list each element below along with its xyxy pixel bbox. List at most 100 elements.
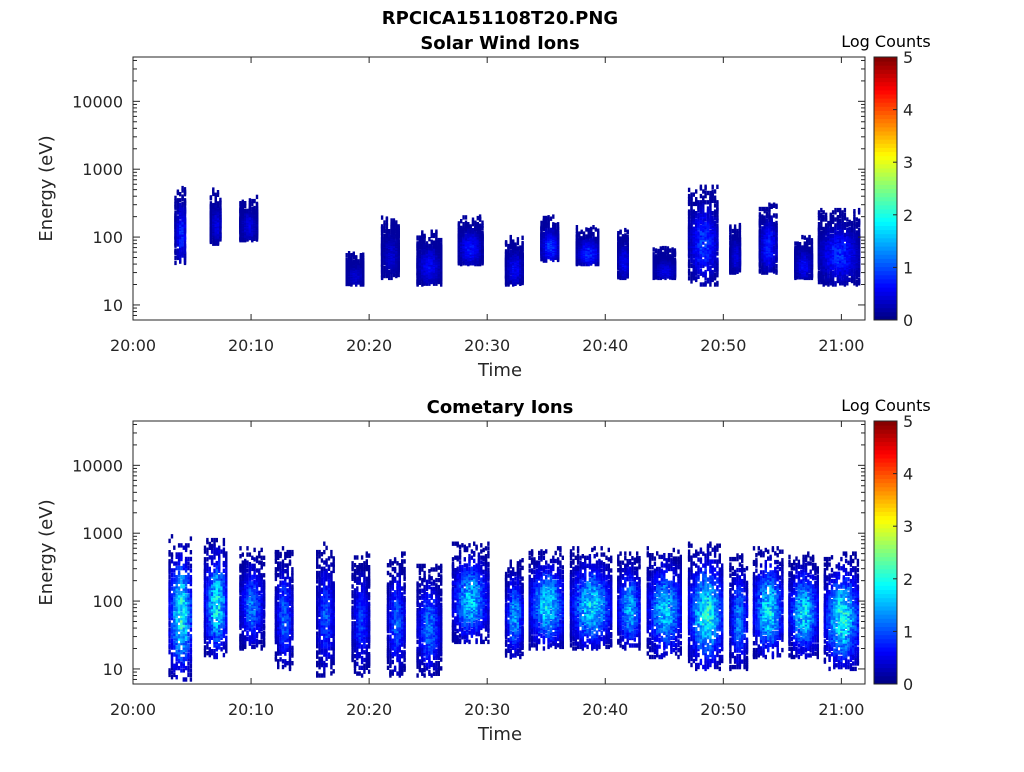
- spectrogram-cell: [582, 237, 586, 243]
- spectrogram-cell: [504, 254, 508, 259]
- spectrogram-cell: [617, 252, 620, 257]
- spectrogram-cell: [464, 215, 468, 220]
- spectrogram-cell: [775, 268, 778, 273]
- spectrogram-cell: [731, 234, 734, 239]
- spectrogram-cell: [578, 231, 581, 236]
- spectrogram-cell: [692, 209, 695, 214]
- spectrogram-cell: [699, 268, 703, 273]
- spectrogram-cell: [478, 214, 482, 219]
- spectrogram-cell: [476, 225, 479, 231]
- spectrogram-cell: [589, 226, 593, 232]
- spectrogram-cell: [702, 271, 705, 276]
- spectrogram-cell: [174, 212, 177, 218]
- spectrogram-cell: [418, 243, 422, 249]
- spectrogram-cell: [380, 236, 384, 242]
- spectrogram-cell: [763, 215, 766, 220]
- spectrogram-cell: [216, 192, 220, 197]
- spectrogram-cell: [758, 206, 762, 212]
- spectrogram-cell: [775, 220, 778, 226]
- spectrogram-cell: [504, 272, 508, 277]
- spectrogram-cell: [253, 209, 256, 214]
- spectrogram-cell: [695, 276, 698, 281]
- spectrogram-cell: [709, 190, 712, 196]
- spectrogram-cell: [652, 247, 655, 252]
- spectrogram-cell: [552, 214, 555, 219]
- spectrogram-cell: [547, 223, 550, 228]
- spectrogram-cell: [661, 245, 665, 251]
- spectrogram-cell: [521, 240, 524, 246]
- spectrogram-cell: [519, 245, 522, 250]
- spectrogram-cell: [687, 276, 691, 281]
- spectrogram-cell: [547, 215, 550, 220]
- spectrogram-cell: [421, 234, 424, 239]
- spectrogram-cell: [246, 212, 249, 218]
- spectrogram-cell: [380, 224, 384, 229]
- spectrogram-cell: [471, 246, 475, 252]
- spectrogram-cell: [390, 275, 393, 281]
- spectrogram-cell: [507, 243, 510, 249]
- spectrogram-cell: [179, 210, 182, 215]
- spectrogram-cell: [702, 195, 705, 200]
- spectrogram-cell: [216, 203, 220, 209]
- spectrogram-cell: [421, 253, 424, 259]
- spectrogram-cell: [462, 225, 465, 231]
- spectrogram-cell: [521, 252, 524, 257]
- spectrogram-cell: [545, 258, 548, 263]
- spectrogram-cell: [347, 254, 351, 259]
- spectrogram-cell: [357, 259, 360, 264]
- spectrogram-cell: [251, 198, 254, 204]
- spectrogram-cell: [772, 255, 776, 260]
- spectrogram-cell: [775, 203, 778, 208]
- spectrogram-cell: [181, 210, 184, 215]
- spectrogram-cell: [556, 222, 560, 227]
- spectrogram-cell: [514, 246, 517, 251]
- spectrogram-cell: [183, 215, 187, 220]
- spectrogram-cell: [770, 258, 773, 263]
- spectrogram-cell: [216, 226, 220, 231]
- spectrogram-cell: [822, 215, 825, 220]
- spectrogram-cell: [421, 241, 424, 246]
- spectrogram-cell: [516, 246, 520, 251]
- spectrogram-cell: [179, 239, 182, 245]
- spectrogram-cell: [687, 187, 691, 193]
- spectrogram-cell: [713, 189, 717, 194]
- spectrogram-cell: [556, 225, 560, 230]
- spectrogram-cell: [176, 204, 180, 209]
- spectrogram-cell: [432, 240, 436, 245]
- spectrogram-cell: [181, 239, 184, 245]
- spectrogram-cell: [659, 246, 662, 251]
- spectrogram-cell: [552, 224, 555, 230]
- spectrogram-cell: [380, 230, 384, 235]
- spectrogram-cell: [549, 227, 553, 233]
- spectrogram-cell: [179, 230, 182, 235]
- spectrogram-cell: [664, 245, 667, 251]
- spectrogram-cell: [478, 216, 482, 222]
- spectrogram-cell: [687, 268, 691, 273]
- spectrogram-cell: [504, 240, 508, 245]
- spectrogram-cell: [772, 245, 776, 250]
- spectrogram-cell: [181, 249, 184, 254]
- spectrogram-cell: [509, 234, 512, 240]
- spectrogram-cell: [176, 225, 180, 230]
- spectrogram-cell: [467, 226, 470, 231]
- spectrogram-cell: [824, 212, 828, 217]
- spectrogram-cell: [435, 243, 438, 249]
- spectrogram-cell: [174, 210, 177, 215]
- spectrogram-cell: [181, 188, 184, 193]
- spectrogram-cell: [392, 272, 396, 278]
- spectrogram-cell: [540, 220, 543, 226]
- spectrogram-cell: [212, 241, 215, 246]
- spectrogram-cell: [464, 236, 468, 241]
- spectrogram-cell: [556, 230, 560, 235]
- spectrogram-cell: [432, 248, 436, 254]
- spectrogram-cell: [183, 234, 187, 240]
- spectrogram-cell: [582, 231, 586, 236]
- spectrogram-cell: [464, 234, 468, 239]
- spectrogram-cell: [582, 234, 586, 240]
- spectrogram-cell: [770, 231, 773, 236]
- spectrogram-cell: [430, 232, 433, 238]
- spectrogram-cell: [699, 193, 703, 199]
- spectrogram-cell: [624, 241, 627, 246]
- spectrogram-cell: [416, 235, 419, 240]
